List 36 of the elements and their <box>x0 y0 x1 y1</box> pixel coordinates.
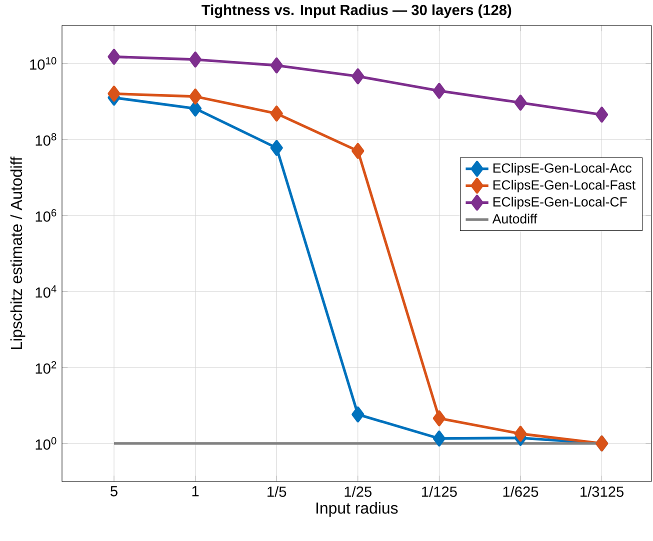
legend-label: Autodiff <box>492 214 538 224</box>
y-tick-label: 10$^{0}$ <box>36 436 56 450</box>
point <box>432 430 446 446</box>
point <box>188 51 202 68</box>
y-tick-label: 10$^{4}$ <box>36 285 56 298</box>
point <box>270 140 283 156</box>
point <box>514 426 527 442</box>
point <box>108 48 120 65</box>
legend-label: EClipsE-Gen-Local-CF <box>493 196 627 209</box>
x-tick-label: 1/25 <box>344 486 372 497</box>
x-tick-label: 5 <box>110 486 118 496</box>
legend-label: EClipsE-Gen-Local-Fast <box>493 180 636 192</box>
point <box>432 82 446 99</box>
x-tick-label: 1/125 <box>422 486 457 497</box>
x-tick-label: 1/625 <box>503 486 538 497</box>
y-tick-label: 10$^{10}$ <box>30 56 56 70</box>
point <box>432 410 446 426</box>
x-tick-label: 1/5 <box>268 486 286 497</box>
point <box>514 94 527 110</box>
point <box>188 88 202 104</box>
y-axis-title: Lipschitz estimate / Autodiff <box>10 156 26 349</box>
legend-label: EClipsE-Gen-Local-Acc <box>493 162 632 176</box>
point <box>270 57 283 74</box>
x-axis-title: Input radius <box>316 502 398 517</box>
y-tick-label: 10$^{8}$ <box>36 132 56 146</box>
y-tick-label: 10$^{6}$ <box>36 208 56 222</box>
point <box>595 106 608 122</box>
point <box>352 68 364 84</box>
x-tick-label: 1 <box>192 486 199 496</box>
point <box>352 142 364 159</box>
point <box>108 86 120 102</box>
chart-title: Tightness vs. Input Radius — 30 layers (128) <box>202 4 512 18</box>
point <box>270 105 283 122</box>
point <box>352 406 364 422</box>
x-tick-label: 1/3125 <box>580 486 624 497</box>
y-tick-label: 10$^{2}$ <box>36 360 56 374</box>
